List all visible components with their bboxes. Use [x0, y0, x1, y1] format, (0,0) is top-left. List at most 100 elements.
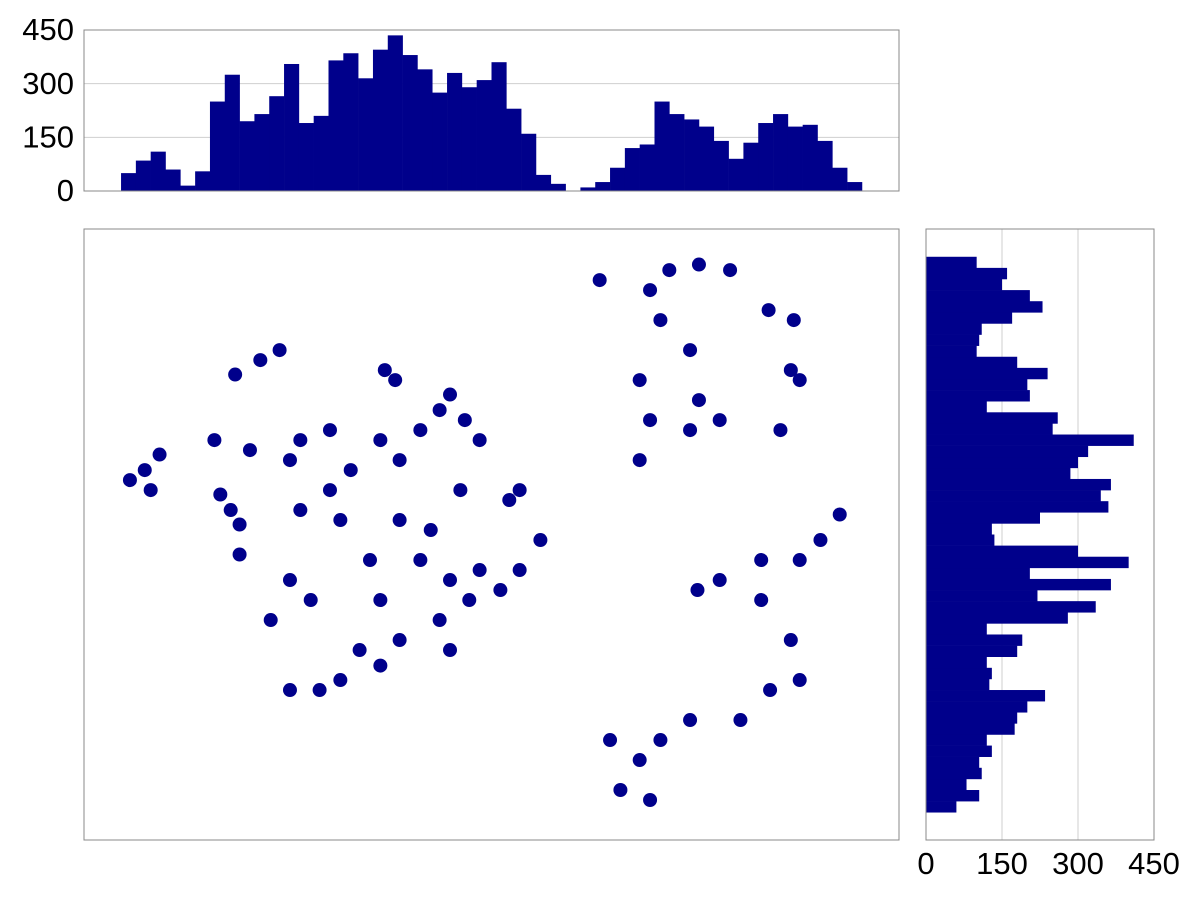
- bar: [926, 278, 1002, 291]
- bar: [550, 183, 566, 191]
- bar: [926, 467, 1071, 480]
- point: [293, 503, 308, 518]
- bar: [432, 92, 448, 191]
- bar: [135, 160, 151, 191]
- plot-frame: [83, 228, 900, 841]
- point: [462, 593, 477, 608]
- bar: [926, 367, 1048, 380]
- point: [632, 753, 647, 768]
- point: [783, 363, 798, 378]
- point: [432, 613, 447, 628]
- bar: [417, 69, 433, 191]
- point: [712, 573, 727, 588]
- bar: [926, 545, 1078, 558]
- bar: [926, 645, 1018, 657]
- point: [783, 633, 798, 648]
- bar: [209, 101, 226, 191]
- point: [392, 513, 407, 528]
- point: [632, 453, 647, 468]
- point: [723, 263, 738, 278]
- point: [792, 553, 807, 568]
- point: [691, 257, 706, 272]
- bar: [926, 434, 1134, 446]
- bar: [491, 62, 507, 192]
- bar: [926, 767, 982, 780]
- point: [143, 483, 158, 498]
- bar: [639, 144, 655, 191]
- bar: [926, 401, 987, 413]
- point: [662, 263, 677, 278]
- bar: [195, 171, 211, 191]
- bar: [787, 126, 803, 191]
- bar: [343, 53, 359, 191]
- bar: [387, 35, 403, 191]
- bar: [684, 119, 700, 191]
- bar: [595, 182, 611, 191]
- point: [792, 673, 807, 688]
- bar: [926, 590, 1038, 602]
- bar: [521, 133, 537, 191]
- point: [312, 683, 327, 698]
- point: [443, 387, 458, 402]
- point: [152, 447, 167, 462]
- x-tick-label: 0: [917, 846, 934, 881]
- bar: [150, 151, 166, 191]
- point: [413, 423, 428, 438]
- bar: [461, 87, 477, 191]
- point: [613, 783, 628, 798]
- plot-frame: [83, 29, 900, 192]
- point: [137, 463, 152, 478]
- bar: [773, 114, 789, 191]
- bar: [926, 612, 1068, 624]
- bar: [654, 101, 670, 191]
- bar: [926, 745, 992, 757]
- x-tick-label: 300: [1052, 846, 1104, 881]
- point: [443, 573, 458, 588]
- point: [453, 483, 468, 498]
- point: [683, 343, 698, 358]
- bar: [847, 182, 863, 191]
- point: [533, 533, 548, 548]
- point: [282, 453, 297, 468]
- bar: [926, 290, 1030, 302]
- y-tick-label: 300: [22, 66, 74, 101]
- point: [343, 463, 358, 478]
- bar: [926, 378, 1028, 391]
- bar: [610, 167, 626, 191]
- point: [232, 517, 247, 532]
- bar: [926, 323, 982, 335]
- bar: [313, 115, 329, 191]
- point: [632, 373, 647, 388]
- point: [457, 413, 472, 428]
- bar: [832, 167, 848, 191]
- point: [362, 553, 377, 568]
- bar: [926, 512, 1040, 524]
- bar: [926, 423, 1053, 435]
- point: [392, 633, 407, 648]
- bar: [728, 158, 744, 191]
- bar: [926, 734, 987, 746]
- bar: [447, 72, 463, 191]
- bar: [926, 690, 1046, 702]
- bar: [926, 756, 980, 769]
- point: [754, 553, 769, 568]
- bar: [713, 140, 729, 191]
- point: [303, 593, 318, 608]
- bar: [402, 55, 418, 191]
- bar: [817, 140, 833, 191]
- bar: [926, 667, 992, 680]
- point: [493, 583, 508, 598]
- point: [272, 343, 287, 358]
- y-tick-label: 450: [22, 12, 74, 47]
- bar: [926, 778, 967, 791]
- bar: [669, 114, 685, 191]
- bar: [743, 142, 759, 191]
- point: [423, 523, 438, 538]
- bar: [926, 501, 1109, 513]
- bar: [926, 456, 1078, 469]
- point: [643, 413, 658, 428]
- bar: [926, 701, 1028, 713]
- bar: [624, 148, 640, 191]
- bar: [254, 114, 270, 191]
- bar: [926, 578, 1111, 591]
